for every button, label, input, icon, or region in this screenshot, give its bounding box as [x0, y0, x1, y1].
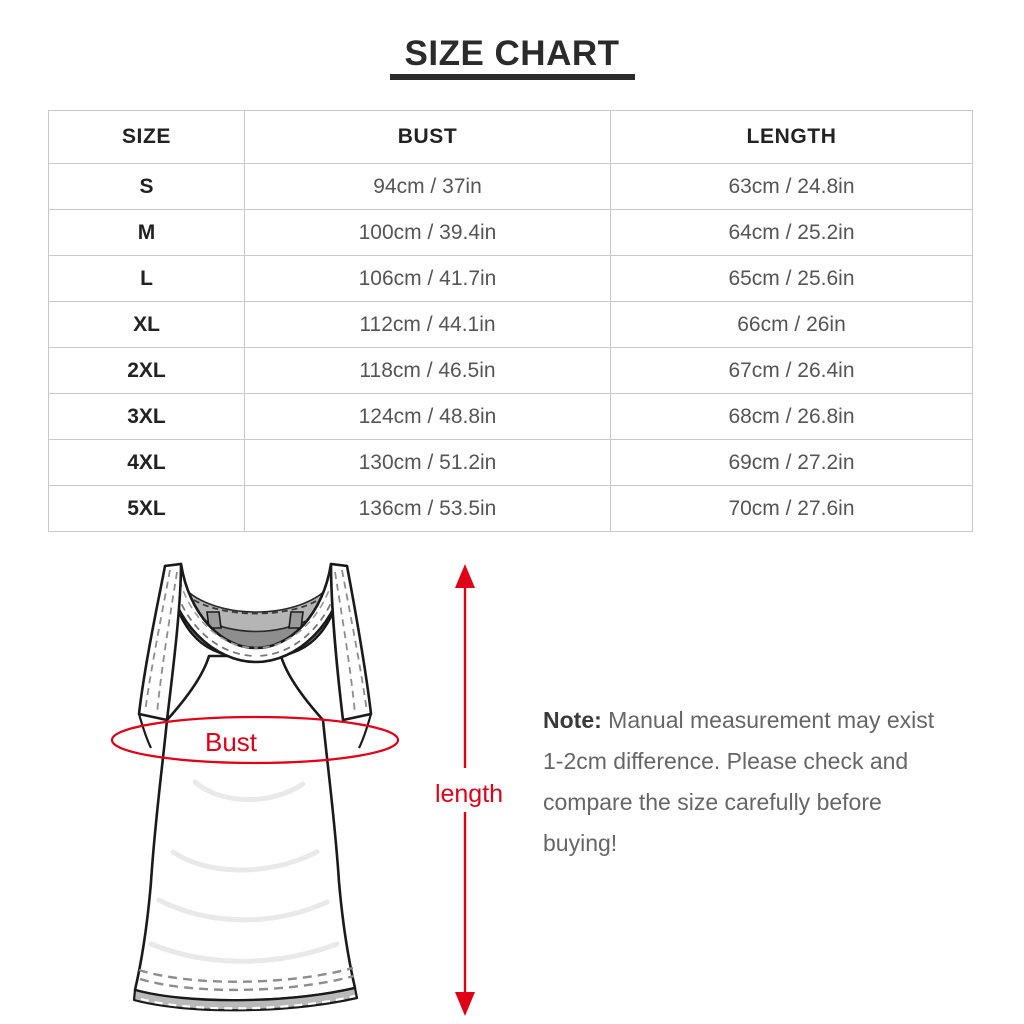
table-row: 2XL 118cm / 46.5in 67cm / 26.4in	[48, 347, 973, 394]
cell-bust: 94cm / 37in	[244, 163, 611, 210]
column-header-length: LENGTH	[610, 110, 973, 164]
cell-bust: 112cm / 44.1in	[244, 301, 611, 348]
table-row: 4XL 130cm / 51.2in 69cm / 27.2in	[48, 439, 973, 486]
note-block: Note: Manual measurement may exist 1-2cm…	[543, 700, 943, 864]
cell-length: 69cm / 27.2in	[610, 439, 973, 486]
cell-size: 3XL	[48, 393, 245, 440]
cell-bust: 124cm / 48.8in	[244, 393, 611, 440]
note-text: Manual measurement may exist 1-2cm diffe…	[543, 707, 935, 856]
note-label: Note:	[543, 707, 602, 733]
cell-size: 4XL	[48, 439, 245, 486]
cell-size: XL	[48, 301, 245, 348]
cell-length: 63cm / 24.8in	[610, 163, 973, 210]
length-measure-arrow	[455, 564, 475, 1016]
cell-length: 68cm / 26.8in	[610, 393, 973, 440]
title-underline	[390, 74, 635, 80]
cell-bust: 118cm / 46.5in	[244, 347, 611, 394]
cell-size: L	[48, 255, 245, 302]
length-label: length	[434, 780, 504, 808]
tank-top-icon	[110, 562, 400, 1012]
cell-length: 70cm / 27.6in	[610, 485, 973, 532]
cell-bust: 136cm / 53.5in	[244, 485, 611, 532]
cell-length: 66cm / 26in	[610, 301, 973, 348]
bust-label: Bust	[205, 727, 258, 757]
page-title: SIZE CHART	[404, 34, 620, 73]
bust-measure-ellipse	[110, 715, 400, 765]
table-row: S 94cm / 37in 63cm / 24.8in	[48, 163, 973, 210]
cell-bust: 130cm / 51.2in	[244, 439, 611, 486]
arrow-head-down-icon	[455, 992, 475, 1016]
column-header-size: SIZE	[48, 110, 245, 164]
arrow-head-up-icon	[455, 564, 475, 588]
cell-size: M	[48, 209, 245, 256]
cell-length: 64cm / 25.2in	[610, 209, 973, 256]
cell-size: 2XL	[48, 347, 245, 394]
cell-size: 5XL	[48, 485, 245, 532]
table-row: M 100cm / 39.4in 64cm / 25.2in	[48, 209, 973, 256]
size-chart-table: SIZE BUST LENGTH S 94cm / 37in 63cm / 24…	[48, 110, 973, 532]
table-row: XL 112cm / 44.1in 66cm / 26in	[48, 301, 973, 348]
cell-bust: 106cm / 41.7in	[244, 255, 611, 302]
column-header-bust: BUST	[244, 110, 611, 164]
table-header-row: SIZE BUST LENGTH	[48, 110, 973, 164]
table-row: 3XL 124cm / 48.8in 68cm / 26.8in	[48, 393, 973, 440]
table-header: SIZE BUST LENGTH	[48, 110, 973, 164]
cell-length: 65cm / 25.6in	[610, 255, 973, 302]
garment-illustration	[55, 552, 455, 1022]
table-row: 5XL 136cm / 53.5in 70cm / 27.6in	[48, 485, 973, 532]
table-body: S 94cm / 37in 63cm / 24.8in M 100cm / 39…	[48, 163, 973, 532]
cell-length: 67cm / 26.4in	[610, 347, 973, 394]
cell-bust: 100cm / 39.4in	[244, 209, 611, 256]
title-block: SIZE CHART	[0, 34, 1024, 74]
table-row: L 106cm / 41.7in 65cm / 25.6in	[48, 255, 973, 302]
cell-size: S	[48, 163, 245, 210]
